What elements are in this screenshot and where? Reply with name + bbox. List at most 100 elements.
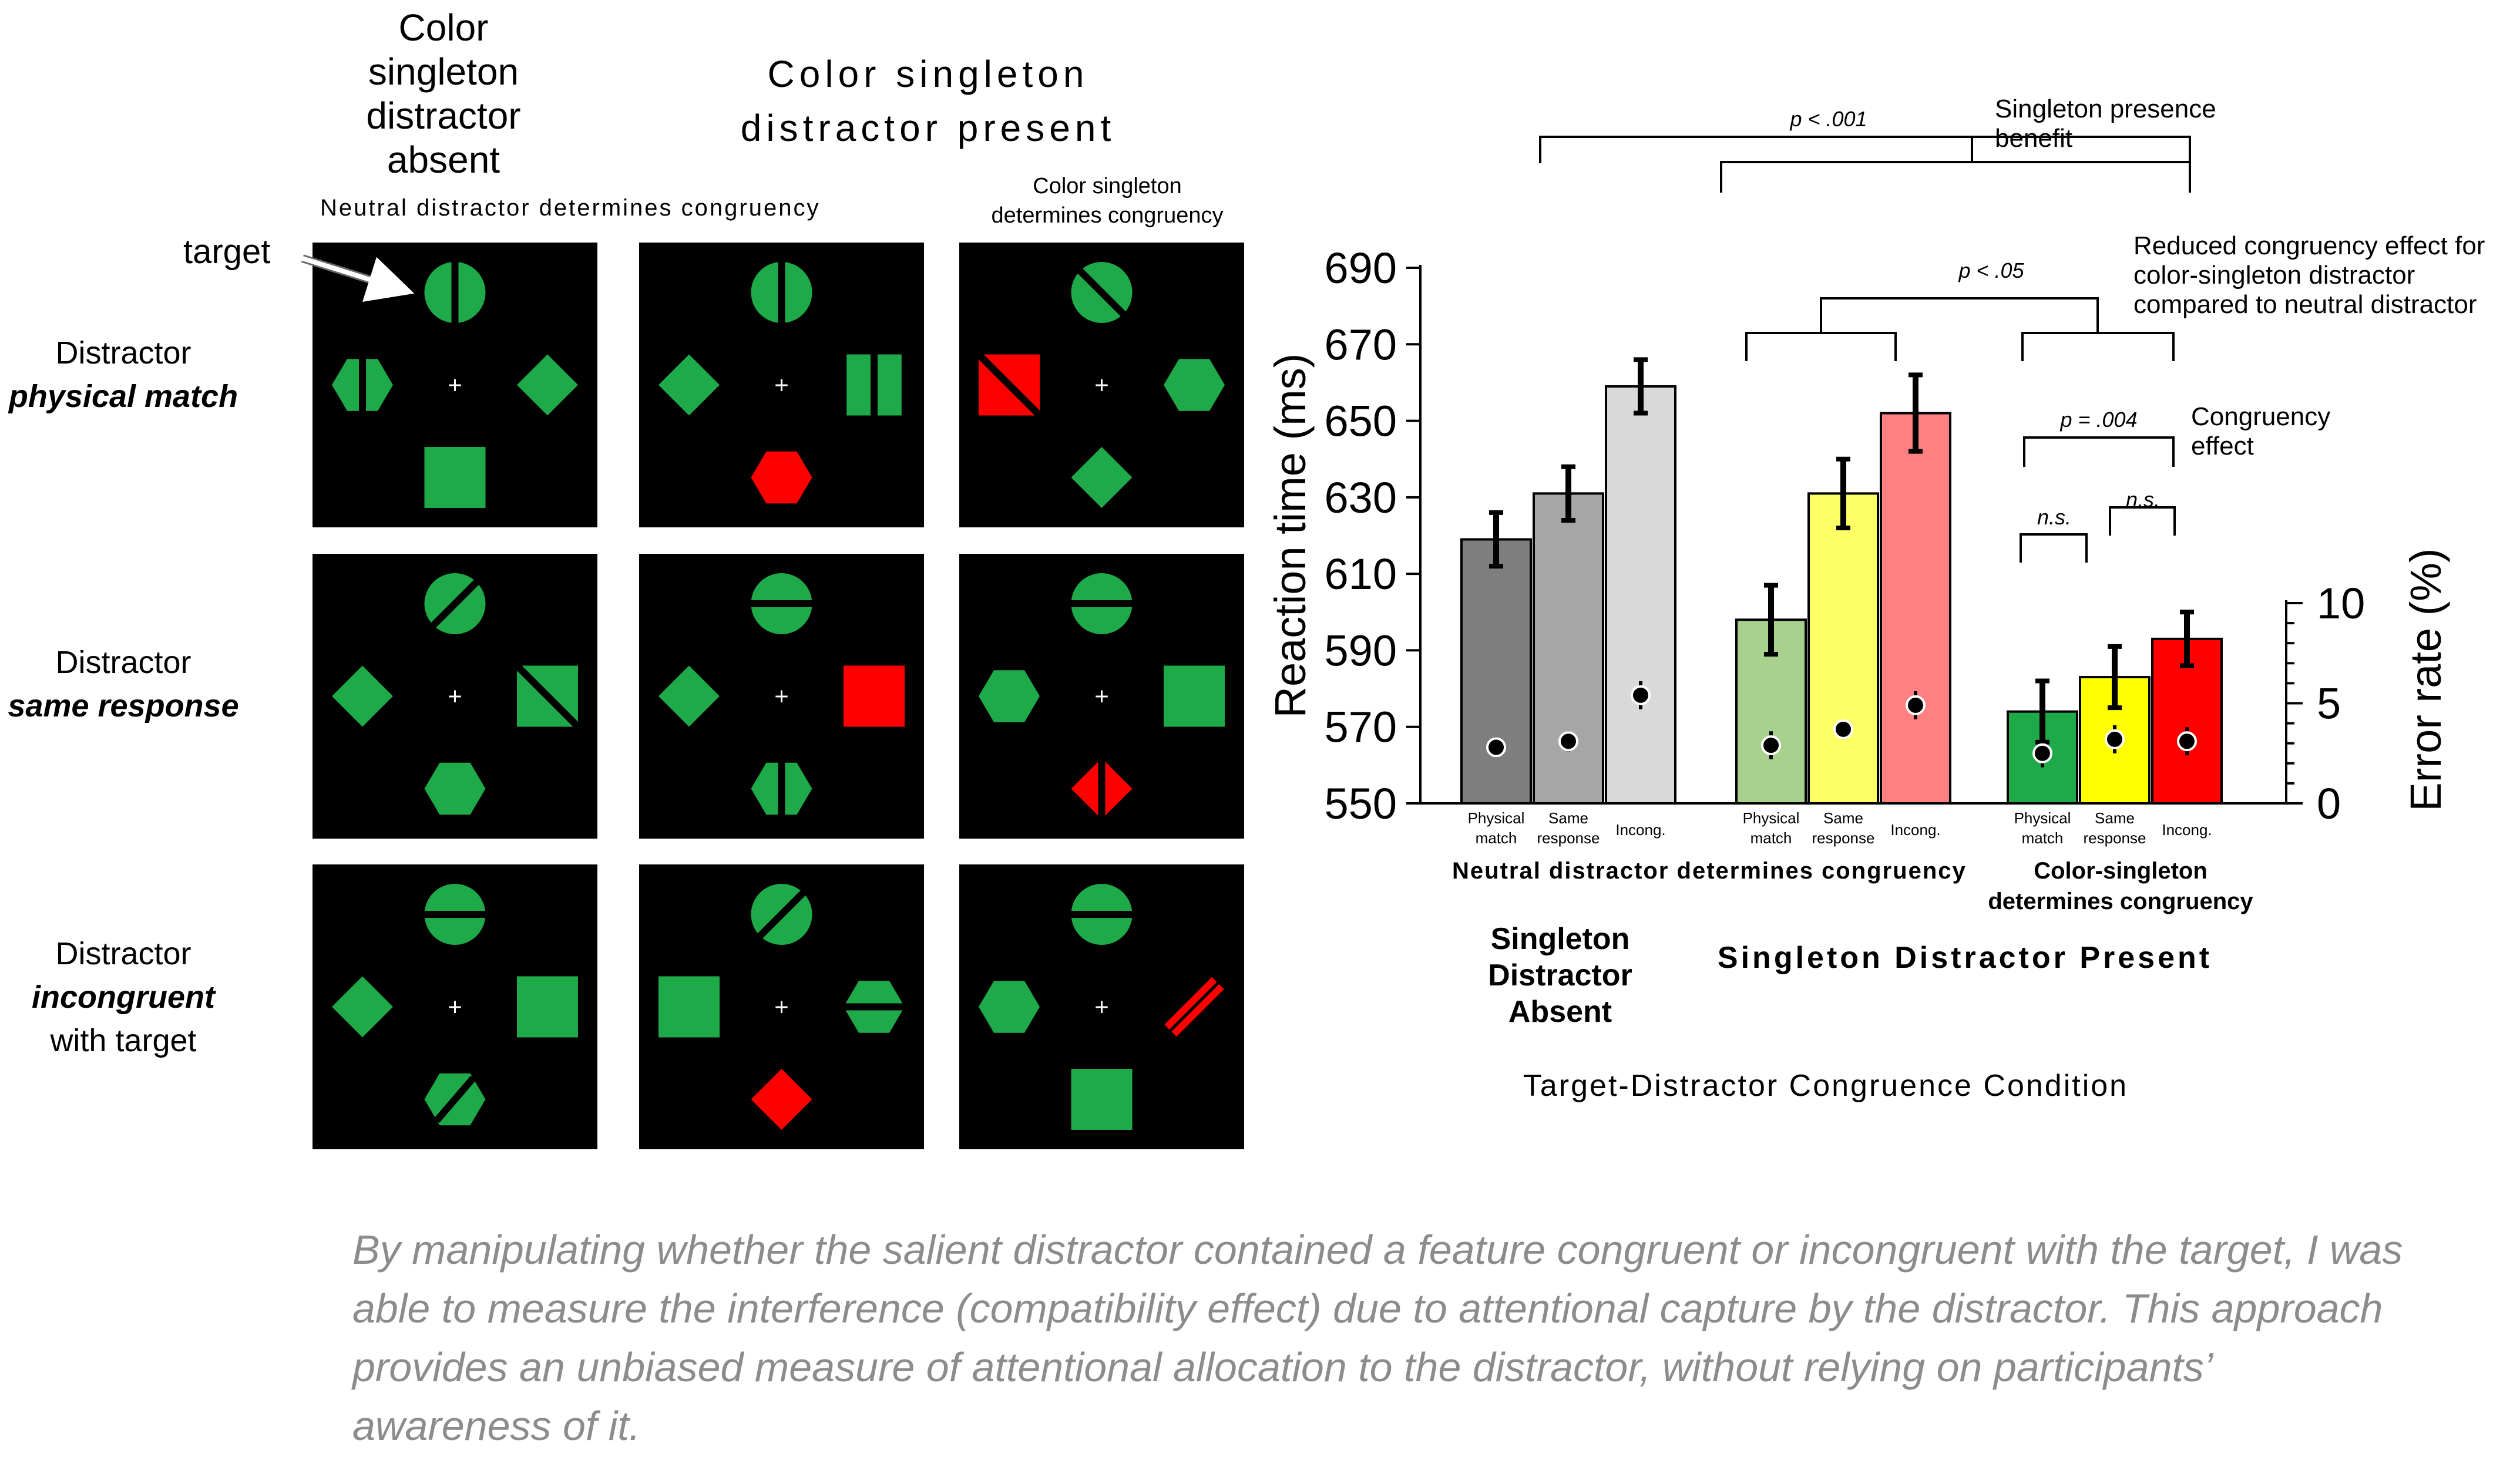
header-absent-line: absent	[387, 139, 500, 181]
stimulus-shape-diamond	[658, 354, 720, 416]
category-label: Physical	[1743, 809, 1800, 827]
y-tick-label-right: 10	[2317, 579, 2365, 628]
row-label-same-response: Distractor same response	[0, 641, 247, 728]
rt-error-bar	[1561, 464, 1575, 523]
annotation-reduced-p: p < .05	[1958, 258, 2024, 282]
target-arrow	[301, 256, 415, 302]
subcaption-neutral: Neutral distractor determines congruency	[1452, 858, 1967, 884]
bracket-congruency	[2023, 436, 2175, 467]
annotation-presence-label: benefit	[1995, 124, 2072, 153]
stimulus-shape-circle-d2	[1071, 262, 1133, 323]
y-tick-label-left: 570	[1325, 703, 1397, 752]
stimulus-panel-incongruent-present-neutral: +	[639, 864, 924, 1149]
stimulus-panel-physical-match-absent: +	[313, 243, 597, 527]
stimulus-shape-bars-d	[1164, 977, 1224, 1037]
stimulus-shape-square	[658, 976, 720, 1038]
target-label: target	[183, 233, 271, 271]
error-rate-point	[2105, 725, 2125, 753]
y-tick-label-right: 0	[2317, 779, 2341, 828]
bracket-reduced-top	[1820, 297, 2099, 333]
category-label: Physical	[1468, 809, 1525, 827]
row-label-physical-match: Distractor physical match	[0, 331, 247, 418]
category-label: Same	[1823, 809, 1863, 827]
rt-error-bar	[1764, 583, 1778, 657]
stimulus-shape-hexagon	[1164, 359, 1225, 411]
error-rate-point	[1558, 731, 1578, 752]
stimulus-shape-square	[424, 447, 486, 508]
fixation-cross: +	[448, 993, 462, 1021]
y-axis-title-right: Error rate (%)	[2401, 548, 2450, 811]
category-label: Physical	[2014, 809, 2071, 827]
annotation-presence-p: p < .001	[1789, 107, 1867, 131]
bracket-ns-1	[2020, 533, 2088, 563]
category-label: match	[2022, 829, 2064, 847]
bracket-ns-2	[2109, 506, 2176, 536]
stimulus-shape-hexagon-v	[751, 758, 812, 819]
fixation-cross: +	[1094, 371, 1109, 399]
fixation-cross: +	[774, 993, 789, 1021]
fixation-cross: +	[774, 371, 789, 399]
stimulus-shape-hexagon-v	[332, 354, 393, 416]
stimulus-panel-same-response-present-neutral: +	[639, 554, 924, 839]
stimulus-shape-diamond	[517, 354, 578, 416]
y-tick-label-left: 550	[1325, 779, 1397, 828]
stimulus-shape-square	[844, 665, 905, 727]
x-axis-title: Target-Distractor Congruence Condition	[1523, 1069, 2128, 1103]
bar	[1807, 492, 1879, 805]
stimulus-shape-square	[517, 976, 578, 1038]
stimulus-shape-square	[1071, 1069, 1133, 1130]
header-present-line: distractor present	[740, 107, 1116, 149]
error-rate-point	[2177, 727, 2197, 756]
group-caption-absent: Distractor	[1488, 958, 1632, 992]
rt-error-bar	[1836, 456, 1850, 530]
stimulus-shape-circle-v	[751, 262, 812, 323]
row-label-emph: same response	[8, 688, 239, 724]
rt-error-bar	[1634, 357, 1648, 416]
rt-error-bar	[1489, 510, 1503, 569]
stimulus-shape-circle-d	[424, 573, 486, 634]
y-tick-label-left: 610	[1325, 550, 1397, 598]
error-rate-point	[1486, 737, 1506, 758]
stimulus-shape-hexagon	[424, 762, 486, 815]
error-rate-point	[1761, 731, 1781, 759]
y-tick-label-left: 690	[1325, 244, 1397, 292]
stimulus-shape-circle-h	[1071, 884, 1133, 945]
annotation-presence-label: Singleton presence	[1995, 95, 2216, 123]
stimulus-shape-diamond	[658, 665, 720, 727]
bracket-reduced-left	[1745, 332, 1897, 361]
category-label: response	[1537, 829, 1600, 847]
caption: By manipulating whether the salient dist…	[352, 1227, 2403, 1449]
group-caption-absent: Singleton	[1491, 922, 1630, 956]
group-caption-present: Singleton Distractor Present	[1718, 941, 2212, 975]
stimulus-panels: + + + + + + + + +	[301, 243, 1244, 1149]
header-neutral-sub: Neutral distractor determines congruency	[320, 195, 821, 221]
header-color-sub: Color singleton determines congruency	[957, 171, 1257, 230]
stimulus-shape-hexagon	[751, 451, 812, 504]
error-rate-point	[1631, 681, 1651, 709]
stimulus-shape-square	[1164, 665, 1225, 727]
stimulus-shape-square-d	[976, 352, 1043, 418]
annotation-reduced-label: compared to neutral distractor	[2133, 290, 2477, 319]
stimulus-shape-circle-h	[424, 884, 486, 945]
bar	[1880, 412, 1951, 805]
bar	[1605, 385, 1676, 805]
rt-error-chart: 550 570 590 610 630 650 670 690 Reaction time (m…	[1266, 95, 2485, 1103]
stimulus-shape-circle-d	[751, 884, 812, 945]
header-absent-line: distractor	[366, 95, 521, 137]
category-label: response	[2084, 829, 2146, 847]
y-tick-label-left: 670	[1325, 320, 1397, 369]
category-label: match	[1476, 829, 1517, 847]
bracket-presence-outer	[1539, 136, 2191, 163]
bar	[1460, 538, 1532, 805]
bracket-reduced-right	[2021, 332, 2175, 361]
fixation-cross: +	[448, 682, 462, 710]
annotation-congruency-label: effect	[2191, 432, 2254, 460]
annotation-reduced-label: color-singleton distractor	[2133, 261, 2415, 290]
stimulus-shape-diamond	[1071, 447, 1133, 508]
category-label: Incong.	[1615, 821, 1665, 839]
error-rate-point	[1906, 691, 1926, 719]
fixation-cross: +	[448, 371, 462, 399]
stimulus-shape-circle-h	[751, 573, 812, 634]
header-absent: Color singleton distractor absent	[329, 6, 558, 182]
category-label: Same	[1548, 809, 1588, 827]
